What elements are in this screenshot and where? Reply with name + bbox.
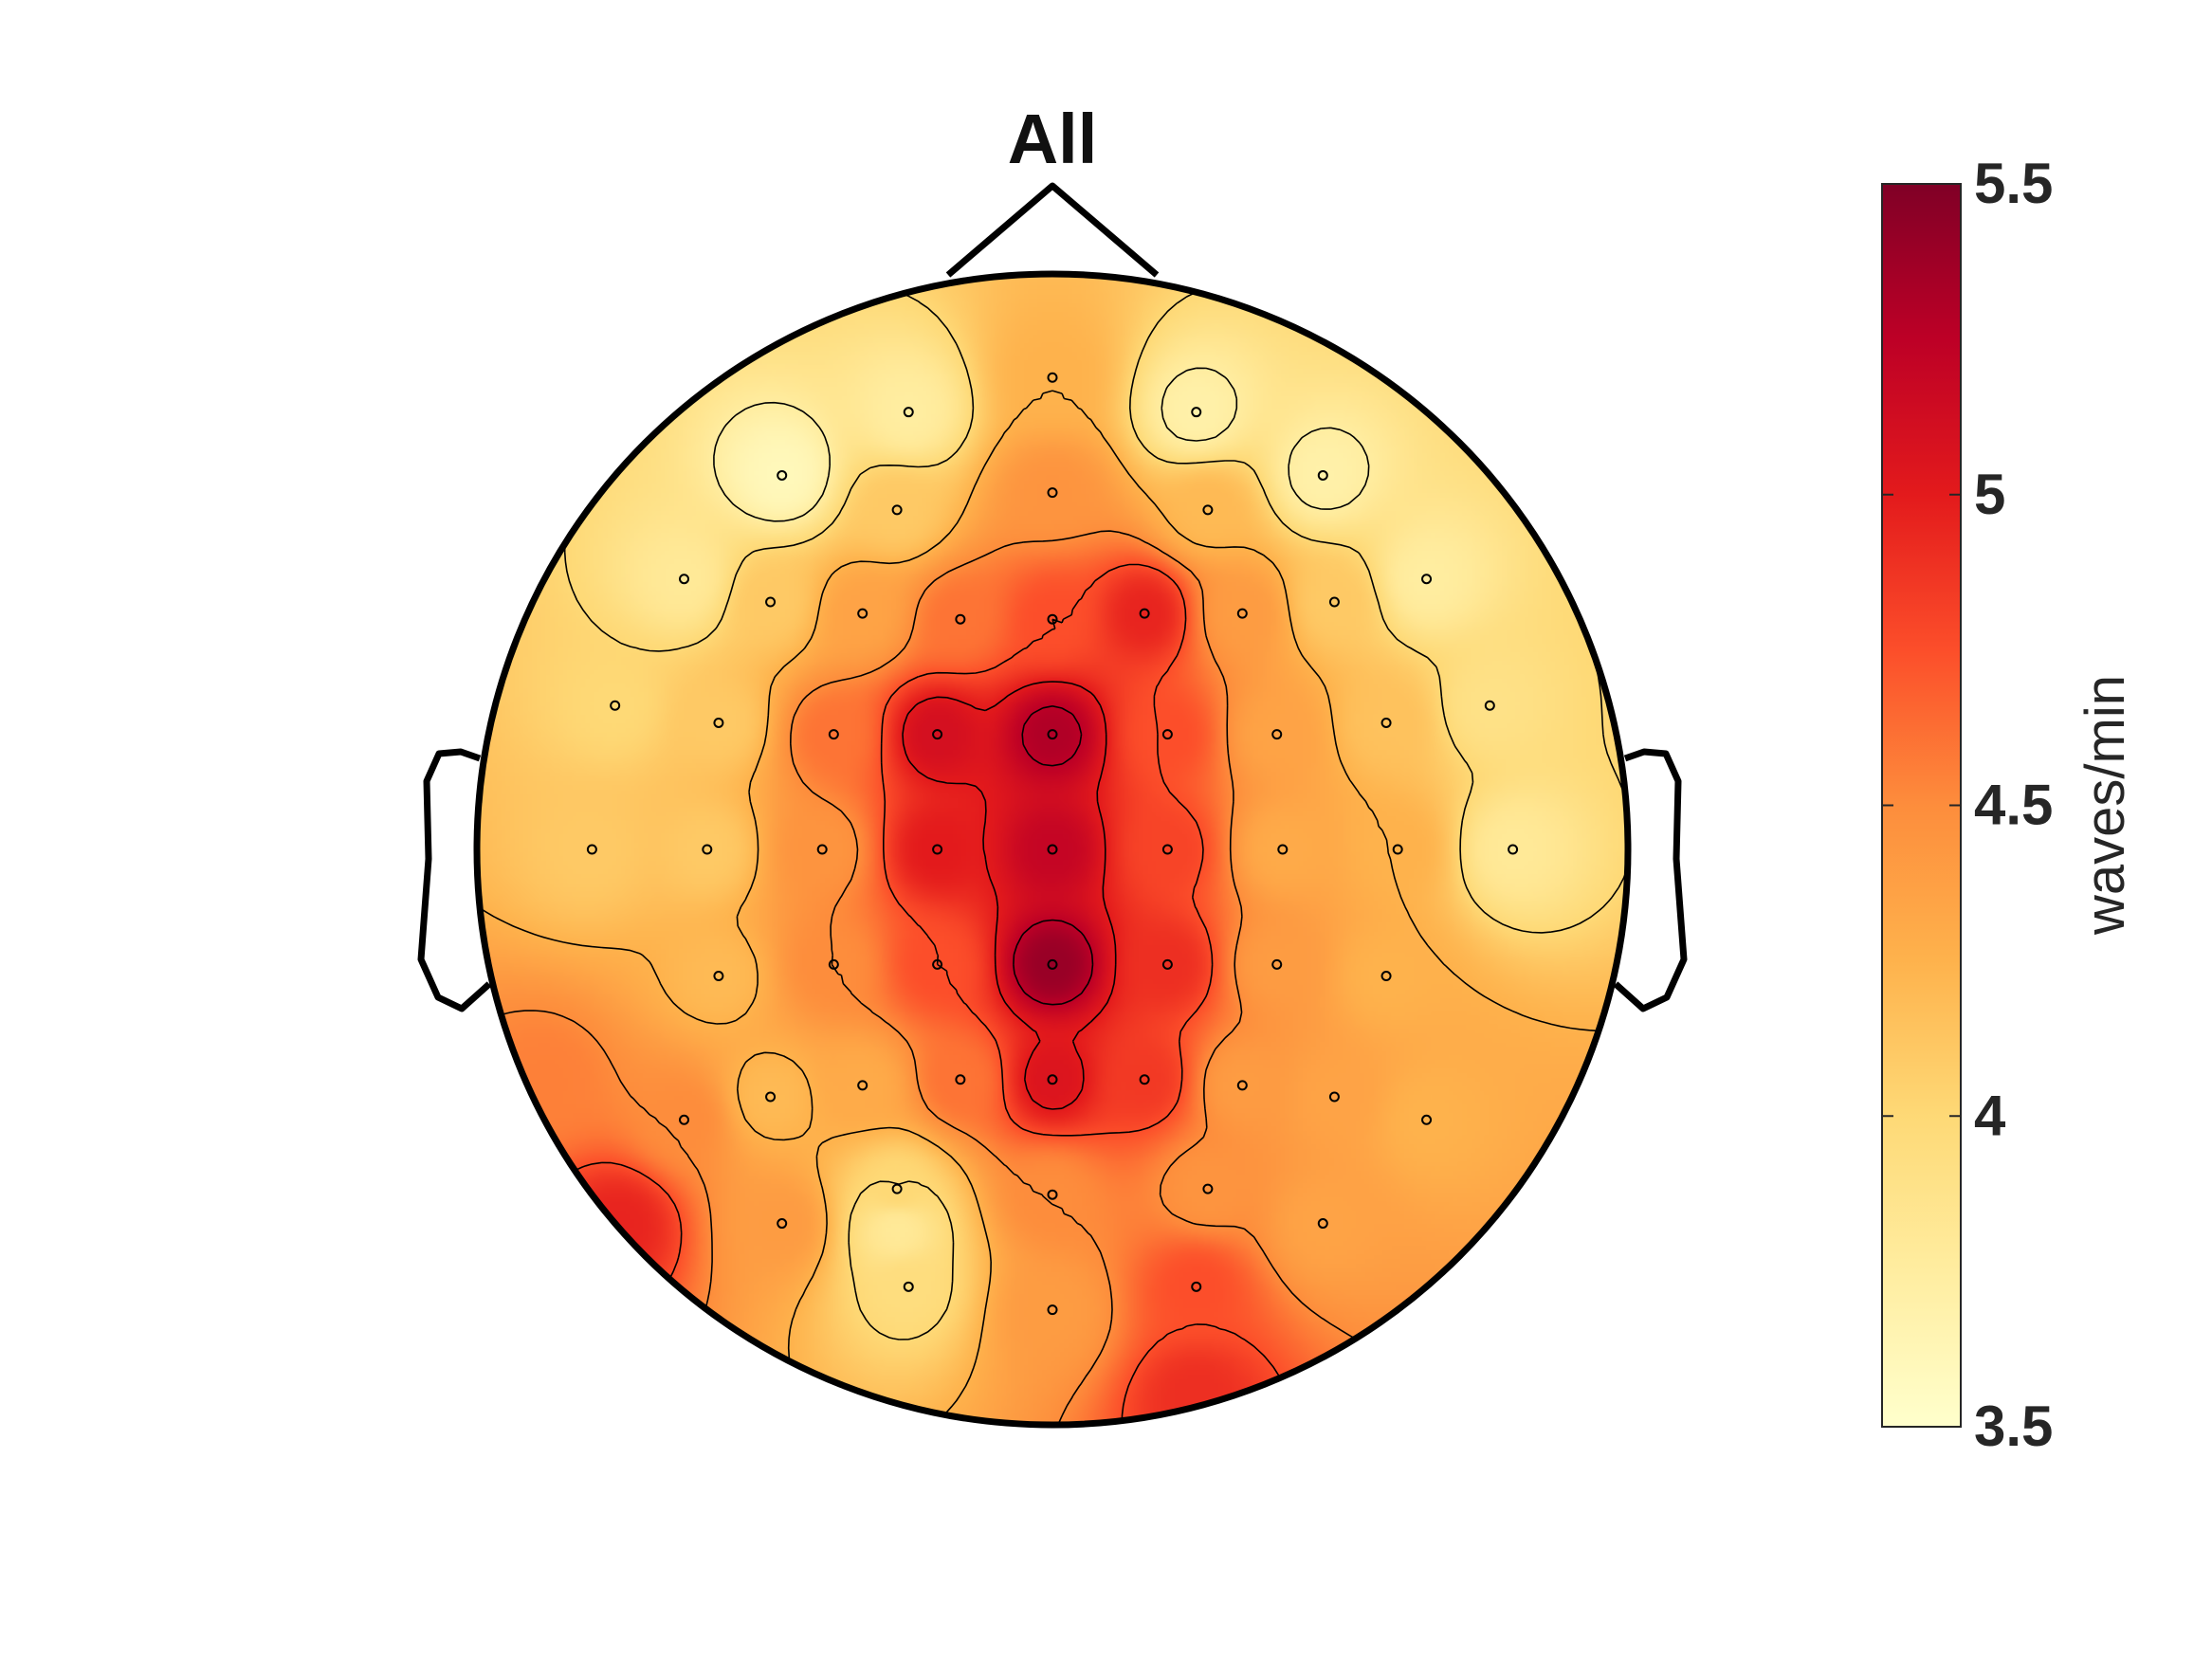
electrode-marker bbox=[1421, 1114, 1433, 1125]
colorbar: 5.5 5 4.5 4 3.5 waves/min bbox=[1881, 152, 2136, 1458]
electrode-marker bbox=[1508, 844, 1519, 855]
chart-title: All bbox=[1008, 100, 1098, 178]
electrode-marker bbox=[1161, 729, 1173, 740]
electrode-marker bbox=[1380, 717, 1392, 728]
electrode-marker bbox=[1392, 844, 1403, 855]
electrode-marker bbox=[1380, 971, 1392, 982]
electrode-marker bbox=[1484, 700, 1495, 711]
electrode-marker bbox=[1191, 1281, 1202, 1292]
electrode-marker bbox=[679, 1114, 690, 1125]
electrode-marker bbox=[713, 717, 724, 728]
head-outline bbox=[417, 182, 1688, 1012]
electrode-marker bbox=[1047, 613, 1058, 625]
electrode-marker bbox=[765, 596, 777, 608]
electrode-marker bbox=[1047, 487, 1058, 499]
electrode-marker bbox=[1236, 608, 1248, 619]
electrode-markers bbox=[586, 372, 1519, 1316]
right-ear-outline bbox=[1613, 748, 1688, 1012]
electrode-marker bbox=[1271, 729, 1283, 740]
colorbar-tick-label: 4 bbox=[1974, 1084, 2006, 1147]
electrode-marker bbox=[1271, 958, 1283, 970]
electrode-marker bbox=[932, 844, 943, 855]
electrode-marker bbox=[610, 700, 621, 711]
contour-lines bbox=[477, 283, 1628, 1425]
scalp-map bbox=[477, 274, 1628, 1425]
electrode-marker bbox=[777, 1218, 788, 1230]
contour-line bbox=[902, 681, 1117, 1110]
electrode-marker bbox=[1047, 372, 1058, 383]
colorbar-ticks: 5.5 5 4.5 4 3.5 bbox=[1882, 152, 2053, 1458]
electrode-marker bbox=[903, 1281, 914, 1292]
colorbar-label: waves/min bbox=[2075, 675, 2136, 936]
scalp-outline bbox=[473, 270, 1632, 1429]
electrode-marker bbox=[1328, 1091, 1340, 1103]
electrode-marker bbox=[1317, 469, 1328, 481]
electrode-marker bbox=[1139, 1074, 1150, 1085]
electrode-marker bbox=[1161, 844, 1173, 855]
contour-line bbox=[713, 367, 1370, 522]
electrode-marker bbox=[1047, 958, 1058, 970]
electrode-marker bbox=[816, 844, 828, 855]
electrode-marker bbox=[1202, 504, 1214, 516]
electrode-marker bbox=[857, 1080, 868, 1091]
electrode-marker bbox=[1047, 729, 1058, 740]
contour-line bbox=[477, 390, 1628, 1425]
electrode-marker bbox=[1328, 596, 1340, 608]
electrode-marker bbox=[765, 1091, 777, 1103]
colorbar-tick-label: 3.5 bbox=[1974, 1395, 2053, 1458]
colorbar-tick-label: 4.5 bbox=[1974, 774, 2053, 837]
heatmap-surface bbox=[477, 274, 1628, 1425]
electrode-marker bbox=[713, 971, 724, 982]
left-ear-outline bbox=[417, 748, 492, 1012]
electrode-marker bbox=[857, 608, 868, 619]
electrode-marker bbox=[828, 729, 839, 740]
colorbar-gradient bbox=[1881, 183, 1962, 1428]
electrode-marker bbox=[1202, 1183, 1214, 1194]
electrode-marker bbox=[891, 1183, 903, 1194]
electrode-marker bbox=[1277, 844, 1289, 855]
electrode-marker bbox=[955, 613, 966, 625]
colorbar-tick-label: 5 bbox=[1974, 463, 2005, 526]
electrode-marker bbox=[955, 1074, 966, 1085]
electrode-marker bbox=[1317, 1218, 1328, 1230]
electrode-marker bbox=[1047, 1074, 1058, 1085]
electrode-marker bbox=[1236, 1080, 1248, 1091]
electrode-marker bbox=[828, 958, 839, 970]
electrode-marker bbox=[1047, 1304, 1058, 1316]
electrode-marker bbox=[1421, 574, 1433, 585]
electrode-marker bbox=[586, 844, 597, 855]
electrode-marker bbox=[1047, 1189, 1058, 1200]
electrode-marker bbox=[1139, 608, 1150, 619]
electrode-marker bbox=[1191, 407, 1202, 418]
electrode-marker bbox=[1047, 844, 1058, 855]
nose-outline bbox=[945, 182, 1160, 278]
electrode-marker bbox=[932, 958, 943, 970]
electrode-marker bbox=[903, 407, 914, 418]
electrode-marker bbox=[932, 729, 943, 740]
electrode-marker bbox=[679, 574, 690, 585]
contour-line bbox=[1013, 705, 1094, 1006]
electrode-marker bbox=[777, 469, 788, 481]
colorbar-tick-label: 5.5 bbox=[1974, 152, 2053, 215]
electrode-marker bbox=[1161, 958, 1173, 970]
electrode-marker bbox=[891, 504, 903, 516]
electrode-marker bbox=[702, 844, 713, 855]
